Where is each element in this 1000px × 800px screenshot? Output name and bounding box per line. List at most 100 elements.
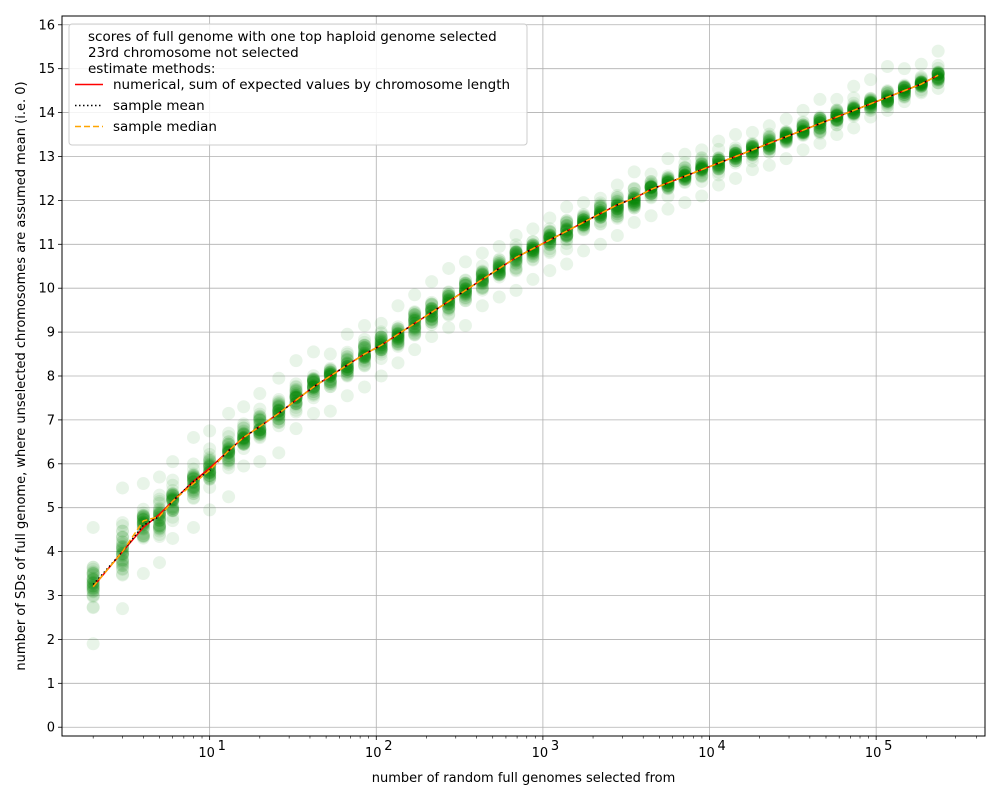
scatter-point	[729, 171, 743, 185]
scatter-point	[289, 400, 303, 414]
scatter-point	[695, 174, 709, 188]
scatter-point	[374, 331, 388, 345]
legend: scores of full genome with one top haplo…	[68, 23, 528, 146]
scatter-point	[762, 130, 776, 144]
scatter-point	[391, 324, 405, 338]
scatter-point	[272, 404, 286, 418]
scatter-point	[543, 225, 557, 239]
scatter-point	[86, 590, 100, 604]
scatter-point	[644, 180, 658, 194]
scatter-point	[442, 298, 456, 312]
scatter-point	[289, 383, 303, 397]
scatter-point	[86, 565, 100, 579]
scatter-point	[136, 502, 150, 516]
scatter-point	[136, 508, 150, 522]
scatter-point	[661, 202, 675, 216]
scatter-point	[610, 202, 624, 216]
scatter-point	[425, 313, 439, 327]
scatter-point	[289, 389, 303, 403]
scatter-point	[203, 471, 217, 485]
scatter-point	[340, 350, 354, 364]
scatter-point	[136, 513, 150, 527]
scatter-point	[644, 186, 658, 200]
scatter-point	[509, 283, 523, 297]
scatter-point	[931, 70, 945, 84]
scatter-point	[166, 491, 180, 505]
scatter-point	[593, 199, 607, 213]
scatter-point	[166, 478, 180, 492]
scatter-point	[712, 162, 726, 176]
scatter-point	[880, 96, 894, 110]
scatter-point	[116, 556, 130, 570]
scatter-point	[492, 258, 506, 272]
scatter-point	[864, 110, 878, 124]
scatter-point	[745, 142, 759, 156]
scatter-point	[577, 218, 591, 232]
y-axis-label: number of SDs of full genome, where unse…	[14, 81, 29, 670]
scatter-point	[425, 295, 439, 309]
scatter-point	[425, 309, 439, 323]
scatter-point	[186, 462, 200, 476]
scatter-point	[289, 377, 303, 391]
scatter-point	[116, 554, 130, 568]
scatter-point	[779, 129, 793, 143]
scatter-point	[560, 228, 574, 242]
scatter-point	[492, 257, 506, 271]
scatter-point	[186, 484, 200, 498]
scatter-point	[695, 159, 709, 173]
scatter-point	[458, 319, 472, 333]
legend-label-sample-median: sample median	[113, 119, 217, 135]
scatter-point	[644, 186, 658, 200]
scatter-point	[678, 168, 692, 182]
scatter-point	[644, 175, 658, 189]
y-tick-label: 2	[47, 633, 55, 648]
scatter-point	[475, 265, 489, 279]
scatter-point	[166, 504, 180, 518]
scatter-point	[408, 308, 422, 322]
scatter-point	[526, 252, 540, 266]
scatter-point	[779, 112, 793, 126]
scatter-point	[661, 179, 675, 193]
scatter-point	[458, 294, 472, 308]
scatter-point	[543, 225, 557, 239]
scatter-point	[222, 445, 236, 459]
scatter-point	[813, 125, 827, 139]
scatter-point	[712, 162, 726, 176]
scatter-point	[914, 76, 928, 90]
scatter-point	[931, 75, 945, 89]
scatter-point	[86, 582, 100, 596]
scatter-point	[306, 391, 320, 405]
y-tick-label: 3	[47, 589, 55, 604]
scatter-point	[813, 116, 827, 130]
scatter-point	[272, 404, 286, 418]
scatter-point	[678, 163, 692, 177]
scatter-point	[253, 407, 267, 421]
scatter-point	[340, 366, 354, 380]
y-tick-label: 12	[38, 194, 55, 209]
scatter-point	[358, 340, 372, 354]
scatter-point	[86, 637, 100, 651]
scatter-point	[762, 140, 776, 154]
scatter-point	[475, 265, 489, 279]
scatter-point	[442, 301, 456, 315]
x-tick-label-exponent: 5	[884, 739, 892, 754]
scatter-point	[358, 339, 372, 353]
scatter-point	[186, 430, 200, 444]
scatter-point	[272, 403, 286, 417]
scatter-point	[492, 265, 506, 279]
scatter-point	[222, 435, 236, 449]
scatter-point	[560, 228, 574, 242]
scatter-point	[475, 275, 489, 289]
scatter-point	[847, 96, 861, 110]
scatter-point	[289, 380, 303, 394]
scatter-point	[391, 332, 405, 346]
scatter-point	[458, 277, 472, 291]
scatter-point	[914, 71, 928, 85]
scatter-point	[391, 336, 405, 350]
scatter-point	[116, 542, 130, 556]
scatter-point	[577, 213, 591, 227]
scatter-point	[323, 375, 337, 389]
scatter-point	[492, 239, 506, 253]
scatter-point	[425, 315, 439, 329]
scatter-point	[237, 427, 251, 441]
